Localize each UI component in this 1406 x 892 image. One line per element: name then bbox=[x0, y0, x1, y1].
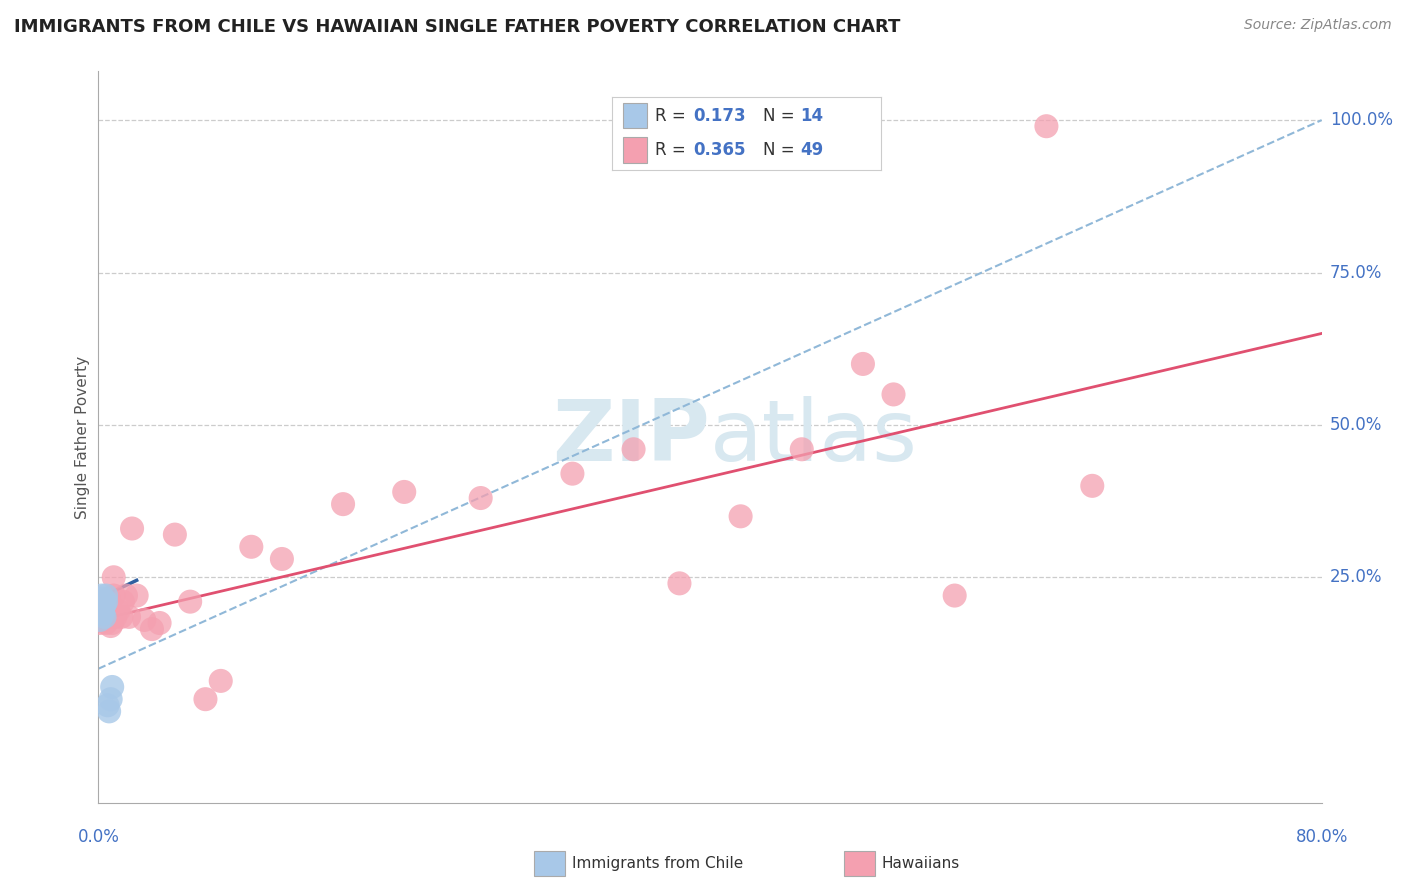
Point bbox=[94, 604, 117, 618]
Point bbox=[98, 591, 121, 606]
Point bbox=[91, 604, 114, 618]
Point bbox=[97, 698, 120, 713]
Point bbox=[270, 552, 292, 566]
Text: R =: R = bbox=[655, 141, 692, 159]
Point bbox=[94, 615, 117, 630]
Point bbox=[943, 589, 966, 603]
Text: 0.365: 0.365 bbox=[693, 141, 745, 159]
Point bbox=[110, 610, 132, 624]
Point bbox=[668, 576, 690, 591]
Point bbox=[561, 467, 583, 481]
Point bbox=[91, 607, 114, 621]
Point bbox=[94, 595, 117, 609]
Point bbox=[115, 589, 138, 603]
Text: 0.173: 0.173 bbox=[693, 107, 745, 125]
Point bbox=[90, 600, 112, 615]
Text: 49: 49 bbox=[800, 141, 824, 159]
Point bbox=[90, 613, 112, 627]
Point bbox=[392, 485, 416, 500]
Point bbox=[107, 604, 129, 618]
Text: Hawaiians: Hawaiians bbox=[882, 856, 960, 871]
Point bbox=[194, 692, 217, 706]
Point bbox=[883, 387, 905, 401]
Point bbox=[209, 673, 232, 688]
Point bbox=[240, 540, 263, 554]
Text: N =: N = bbox=[763, 141, 800, 159]
Point bbox=[89, 607, 111, 621]
Point bbox=[141, 622, 163, 636]
Point bbox=[103, 570, 125, 584]
Point bbox=[163, 527, 186, 541]
Point bbox=[98, 610, 121, 624]
Text: ZIP: ZIP bbox=[553, 395, 710, 479]
Point bbox=[97, 600, 120, 615]
Text: Immigrants from Chile: Immigrants from Chile bbox=[572, 856, 744, 871]
Point bbox=[90, 589, 112, 603]
Point bbox=[98, 705, 121, 719]
Point bbox=[93, 598, 115, 612]
Point bbox=[125, 589, 148, 603]
Text: 50.0%: 50.0% bbox=[1330, 416, 1382, 434]
Point bbox=[93, 610, 115, 624]
Point bbox=[91, 604, 114, 618]
Point bbox=[90, 600, 112, 615]
Text: 80.0%: 80.0% bbox=[1295, 828, 1348, 846]
Point bbox=[93, 598, 115, 612]
Point bbox=[118, 610, 141, 624]
Text: 0.0%: 0.0% bbox=[77, 828, 120, 846]
Text: atlas: atlas bbox=[710, 395, 918, 479]
Text: Source: ZipAtlas.com: Source: ZipAtlas.com bbox=[1244, 18, 1392, 32]
Text: N =: N = bbox=[763, 107, 800, 125]
Point bbox=[93, 610, 115, 624]
Point bbox=[134, 613, 156, 627]
Point bbox=[91, 595, 114, 609]
Point bbox=[1081, 479, 1104, 493]
Bar bbox=[623, 103, 647, 128]
Point bbox=[730, 509, 752, 524]
Text: 75.0%: 75.0% bbox=[1330, 263, 1382, 282]
Point bbox=[470, 491, 492, 505]
Point bbox=[104, 610, 127, 624]
Point bbox=[790, 442, 813, 457]
Bar bbox=[623, 137, 647, 163]
Point bbox=[100, 692, 122, 706]
Text: R =: R = bbox=[655, 107, 692, 125]
Point bbox=[89, 613, 111, 627]
Point bbox=[179, 595, 201, 609]
Point bbox=[111, 595, 134, 609]
Point bbox=[94, 589, 117, 603]
Point bbox=[121, 521, 143, 535]
Point bbox=[100, 604, 122, 618]
Point bbox=[103, 589, 125, 603]
Point bbox=[97, 610, 120, 624]
Point bbox=[100, 619, 122, 633]
Text: 100.0%: 100.0% bbox=[1330, 112, 1393, 129]
Text: 14: 14 bbox=[800, 107, 824, 125]
Y-axis label: Single Father Poverty: Single Father Poverty bbox=[75, 356, 90, 518]
Point bbox=[852, 357, 875, 371]
Point bbox=[1035, 120, 1057, 134]
Point bbox=[332, 497, 354, 511]
Point bbox=[91, 591, 114, 606]
Point bbox=[623, 442, 645, 457]
Point bbox=[101, 615, 124, 630]
Text: IMMIGRANTS FROM CHILE VS HAWAIIAN SINGLE FATHER POVERTY CORRELATION CHART: IMMIGRANTS FROM CHILE VS HAWAIIAN SINGLE… bbox=[14, 18, 900, 36]
Point bbox=[89, 615, 111, 630]
Point bbox=[101, 680, 124, 694]
Text: 25.0%: 25.0% bbox=[1330, 568, 1382, 586]
Point bbox=[149, 615, 172, 630]
